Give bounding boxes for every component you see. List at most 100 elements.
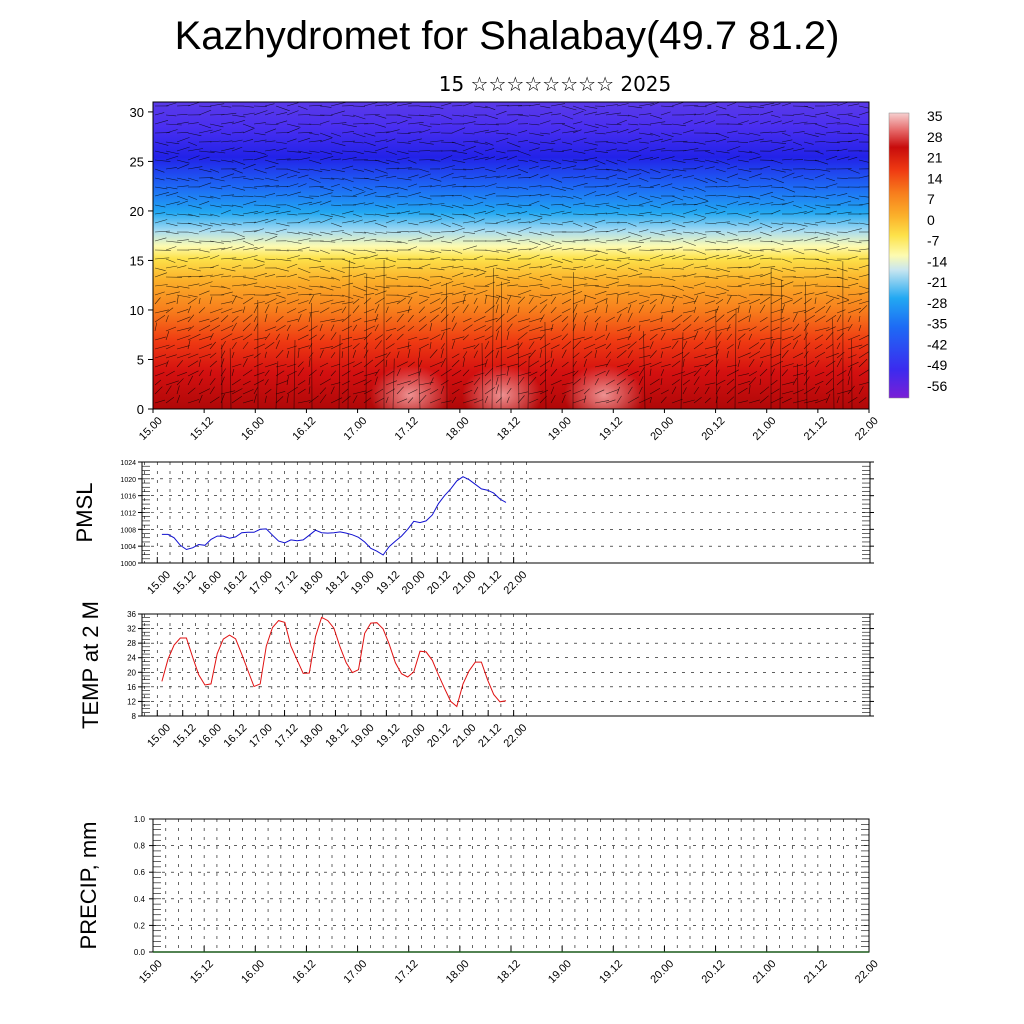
wind-barb [275, 285, 290, 289]
wind-barb [770, 114, 781, 118]
wind-barb [341, 165, 354, 170]
wind-barb [638, 177, 649, 182]
wind-barb [616, 363, 629, 368]
wind-barb [440, 184, 456, 188]
y-tick-label: 1008 [120, 527, 136, 534]
wind-barb [396, 294, 411, 298]
wind-barb [671, 140, 688, 143]
wind-barb [781, 148, 794, 152]
wind-barb [198, 213, 213, 216]
wind-barb [330, 230, 344, 233]
wind-barb [770, 297, 782, 305]
wind-barb [319, 349, 324, 359]
wind-barb [165, 344, 175, 350]
wind-barb [429, 249, 442, 253]
wind-barb [484, 114, 498, 120]
wind-barb [660, 212, 673, 215]
wind-barb [165, 307, 174, 314]
x-tick-label: 16.12 [290, 415, 318, 443]
wind-barb [748, 113, 760, 116]
wind-barb [363, 238, 377, 242]
wind-barb [374, 290, 387, 296]
wind-barb [319, 150, 332, 155]
wind-barb [627, 222, 637, 227]
wind-barb [814, 220, 826, 224]
wind-barb [385, 258, 396, 263]
wind-barb [506, 343, 520, 350]
wind-barb [407, 336, 418, 341]
wind-barb [825, 285, 841, 288]
wind-barb [253, 132, 266, 136]
wind-barb [825, 240, 839, 245]
wind-barb [275, 194, 288, 197]
wind-barb [451, 322, 457, 332]
wind-barb [638, 376, 644, 386]
wind-barb [396, 285, 413, 287]
wind-barb [275, 249, 289, 252]
wind-barb [539, 111, 553, 116]
wind-barb [473, 211, 487, 215]
wind-barb [671, 238, 684, 242]
wind-barb [231, 322, 237, 332]
wind-barb [363, 168, 374, 173]
wind-barb [572, 137, 587, 143]
wind-barb [825, 131, 841, 134]
wind-barb [341, 380, 351, 386]
wind-barb [792, 378, 797, 386]
wind-barb [187, 141, 198, 146]
wind-barb [517, 306, 520, 314]
wind-barb [748, 371, 758, 377]
y-tick-label: 1004 [120, 544, 136, 551]
wind-barb [165, 177, 178, 181]
wind-barb [506, 331, 510, 341]
wind-barb [550, 203, 564, 206]
wind-barb [792, 276, 805, 279]
wind-barb [209, 204, 222, 208]
wind-barb [506, 141, 521, 148]
wind-barb [308, 221, 321, 224]
wind-barb [836, 132, 852, 134]
wind-barb [220, 308, 233, 314]
wind-barb [858, 291, 869, 296]
wind-barb [209, 150, 226, 154]
wind-barb [517, 325, 530, 332]
wind-barb [858, 397, 867, 404]
wind-barb [682, 105, 699, 107]
wind-barb [154, 379, 162, 386]
wind-barb [209, 213, 220, 217]
wind-barb [605, 389, 619, 395]
wind-barb [638, 211, 652, 215]
wind-barb [759, 165, 771, 170]
x-tick-label: 18.12 [495, 415, 523, 443]
wind-barb [363, 389, 373, 395]
wind-barb [330, 110, 345, 116]
wind-barb [572, 110, 584, 116]
wind-barb [451, 127, 466, 134]
wind-barb [539, 165, 551, 170]
wind-barb [451, 380, 462, 386]
wind-barb [473, 141, 488, 145]
wind-barb [539, 389, 549, 395]
wind-barb [451, 336, 465, 341]
wind-barb [495, 132, 509, 135]
wind-barb [737, 201, 750, 206]
wind-barb [726, 267, 742, 269]
wind-barb [792, 364, 803, 368]
wind-barb [385, 186, 399, 189]
wind-barb [682, 387, 687, 395]
wind-barb [473, 175, 487, 179]
wind-barb [594, 177, 609, 180]
wind-barb [253, 139, 267, 143]
x-tick-label: 16.00 [239, 958, 267, 986]
wind-barb [682, 209, 698, 215]
wind-barb [693, 376, 700, 386]
wind-barb [638, 200, 653, 206]
wind-barb [440, 102, 452, 107]
wind-barb [407, 174, 419, 179]
wind-barb [297, 195, 314, 199]
wind-barb [176, 316, 191, 323]
wind-barb [374, 297, 385, 305]
wind-barb [198, 378, 203, 386]
wind-barb [759, 240, 773, 243]
wind-barb [594, 193, 606, 197]
